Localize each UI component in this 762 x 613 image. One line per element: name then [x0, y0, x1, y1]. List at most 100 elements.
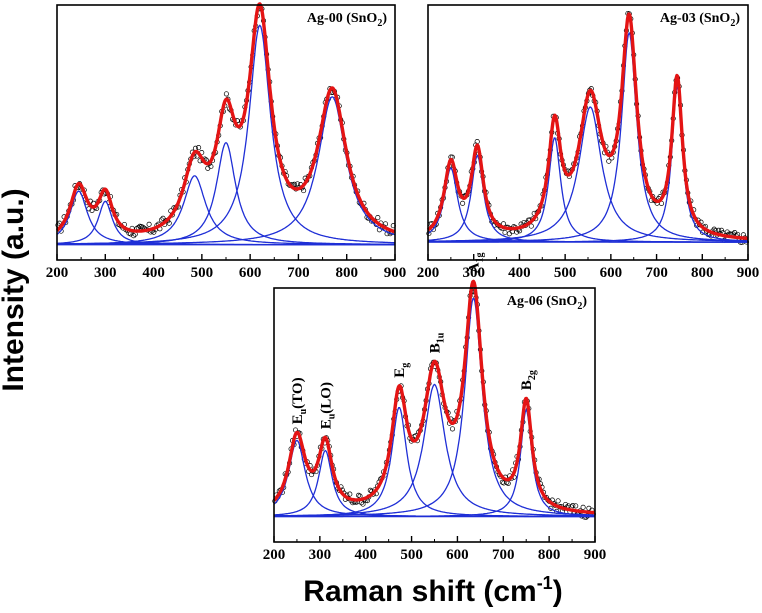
panel-title: Ag-00 (SnO2)	[307, 11, 387, 29]
mode-label-suffix: (LO)	[318, 382, 334, 414]
component-peak-2	[427, 154, 748, 243]
data-point	[192, 145, 199, 151]
data-point	[506, 231, 512, 237]
panel-title-subscript: 2	[730, 18, 735, 29]
data-point	[505, 480, 511, 486]
x-axis-label-superscript: -1	[537, 573, 553, 593]
x-tick-label: 800	[335, 265, 358, 281]
component-peak-6	[428, 86, 748, 243]
data-point	[716, 227, 722, 233]
mode-label-Eu: Eu(TO)	[290, 377, 309, 424]
data-point	[460, 200, 466, 206]
data-point	[347, 491, 353, 497]
data-point	[58, 228, 64, 234]
x-tick-label: 900	[584, 547, 607, 563]
x-tick-label: 900	[384, 265, 407, 281]
data-point	[223, 91, 229, 97]
y-axis-label: Intensity (a.u.)	[0, 188, 30, 391]
data-point	[528, 223, 534, 229]
mode-label-subscript: g	[400, 363, 411, 368]
panel-title: Ag-06 (SnO2)	[507, 294, 587, 312]
x-axis-label: Raman shift (cm-1)	[303, 573, 562, 608]
x-tick-label: 700	[492, 547, 515, 563]
mode-label-base: E	[392, 368, 408, 378]
data-point	[449, 426, 456, 432]
x-tick-label: 800	[538, 547, 561, 563]
component-peak-1	[56, 190, 395, 246]
cumulative-fit-line	[426, 12, 749, 240]
component-peak-5	[274, 297, 596, 517]
panel-title-close: )	[735, 11, 740, 26]
component-peak-6	[57, 96, 396, 245]
mode-label-B2g: B2g	[519, 370, 538, 390]
data-point	[375, 215, 381, 221]
mode-label-base: E	[318, 419, 334, 429]
data-point	[166, 220, 172, 226]
data-point	[501, 480, 507, 486]
x-tick-label: 200	[263, 547, 286, 563]
data-point	[573, 503, 579, 509]
panel-title-close: )	[582, 294, 587, 309]
mode-label-suffix: (TO)	[290, 377, 306, 408]
component-peak-3	[57, 175, 395, 246]
x-tick-label: 300	[94, 265, 117, 281]
data-point	[426, 230, 432, 237]
x-axis-label-text: Raman shift (cm	[303, 575, 536, 608]
component-peak-5	[428, 31, 748, 243]
data-point	[570, 503, 576, 509]
data-point	[562, 501, 569, 508]
x-tick-label: 600	[239, 265, 262, 281]
mode-label-subscript: 2g	[527, 370, 538, 380]
mode-label-base: E	[290, 414, 306, 424]
mode-label-subscript: u	[326, 413, 337, 419]
panel-title-close: )	[382, 11, 387, 26]
cumulative-fit-line	[55, 2, 396, 234]
component-peak-6	[274, 408, 595, 518]
x-tick-label: 700	[287, 265, 310, 281]
data-point	[548, 505, 554, 511]
data-point	[131, 233, 137, 239]
x-tick-label: 600	[600, 265, 623, 281]
panel-title-text: Ag-06 (SnO	[507, 294, 578, 309]
x-tick-label: 400	[354, 547, 377, 563]
data-point	[360, 501, 366, 507]
data-point	[146, 221, 152, 227]
x-tick-label: 900	[737, 265, 760, 281]
plot-frame	[273, 287, 596, 543]
data-point	[502, 229, 508, 236]
x-tick-label: 400	[142, 265, 165, 281]
mode-label-B1u: B1u	[428, 332, 447, 353]
data-point	[555, 498, 561, 504]
data-point	[291, 181, 297, 187]
x-tick-label: 200	[417, 265, 440, 281]
data-point	[718, 227, 725, 233]
x-tick-label: 700	[645, 265, 668, 281]
component-peak-4	[428, 106, 748, 242]
x-tick-label: 200	[46, 265, 69, 281]
mode-label-A1g: A1g	[467, 253, 486, 274]
component-peak-4	[274, 383, 595, 517]
x-tick-label: 500	[400, 547, 423, 563]
x-tick-label: 400	[508, 265, 531, 281]
mode-label-base: B	[428, 343, 444, 353]
mode-label-base: A	[467, 262, 483, 273]
mode-label-Eu: Eu(LO)	[318, 382, 337, 429]
mode-label-base: B	[519, 380, 535, 390]
data-point	[514, 229, 520, 235]
component-peak-5	[57, 24, 395, 245]
x-axis-label-close: )	[553, 575, 563, 608]
panel-1: 200 300 400 500 600 700 800 900 Ag-00 (SnO2)	[46, 2, 407, 281]
mode-label-subscript: 1g	[475, 253, 486, 263]
panel-2: 200 300 400 500 600 700 800 900 Ag-03 (SnO2)	[417, 4, 760, 281]
panel-title-subscript: 2	[377, 18, 382, 29]
data-point	[580, 504, 586, 510]
data-point	[208, 163, 214, 170]
x-tick-label: 300	[309, 547, 332, 563]
panel-title-subscript: 2	[577, 301, 582, 312]
panel-title: Ag-03 (SnO2)	[660, 11, 740, 29]
x-tick-label: 300	[462, 265, 485, 281]
x-tick-label: 800	[691, 265, 714, 281]
cumulative-fit-line	[272, 279, 596, 515]
